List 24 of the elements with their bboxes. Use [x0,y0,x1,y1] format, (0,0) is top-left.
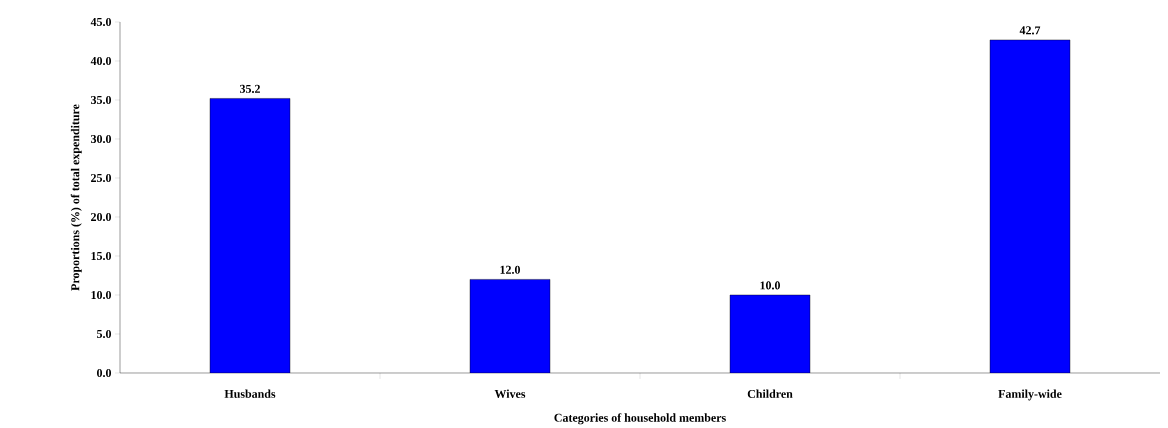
y-tick-label: 10.0 [91,291,112,300]
data-label: 10.0 [760,281,780,290]
bar [989,39,1071,374]
y-tick-label: 20.0 [91,213,112,222]
x-tick-label: Husbands [224,389,276,399]
y-tick-label: 25.0 [91,174,112,183]
x-axis-title: Categories of household members [554,413,726,425]
y-tick-label: 45.0 [90,18,112,27]
y-tick-label: 15.0 [91,252,112,261]
x-tick-label: Wives [494,389,526,399]
data-label: 35.2 [240,85,260,94]
y-tick-label: 5.0 [97,330,112,339]
y-tick-label: 30.0 [91,135,112,144]
bar [730,295,810,374]
y-tick-label: 0.0 [97,369,112,378]
bar [210,98,291,374]
x-tick-label: Family-wide [998,389,1062,401]
y-tick-label: 40.0 [90,57,112,66]
x-tick-label: Children [747,389,793,399]
bar [470,279,551,374]
y-tick-label: 35.0 [91,96,112,105]
y-axis-title: Proportions (%) of total expenditure [70,104,82,291]
data-label: 42.7 [1019,26,1041,35]
data-label: 12.0 [500,265,520,275]
